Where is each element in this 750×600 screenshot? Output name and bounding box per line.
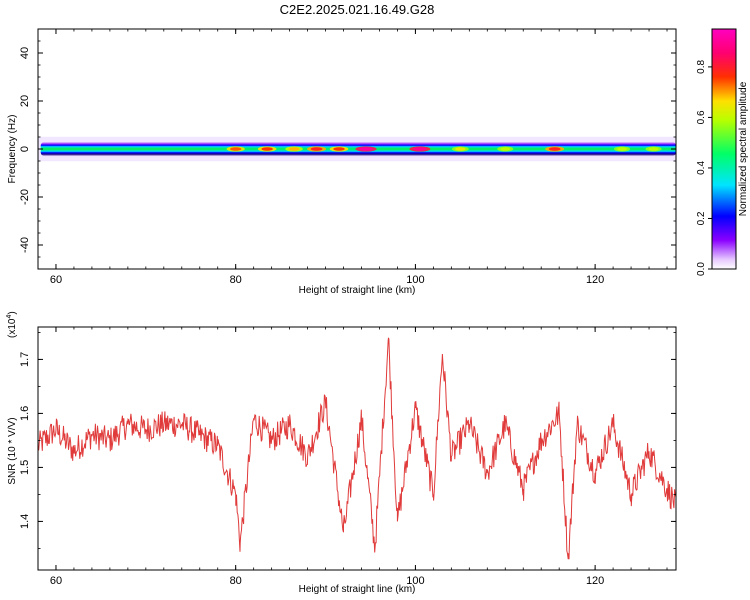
- spectrogram-ytick-label: 40: [19, 47, 31, 59]
- snr-scale-label: (x104): [6, 311, 18, 338]
- colorbar-tick-label: 0.8: [696, 60, 707, 74]
- spectrogram-band: [38, 136, 676, 162]
- spectrogram-hotspot: [648, 147, 659, 151]
- spectrogram-hotspot: [288, 147, 300, 151]
- spectrogram-ytick-label: -40: [19, 237, 31, 253]
- spectrogram-xlabel: Height of straight line (km): [299, 285, 416, 296]
- snr-ytick-label: 1.4: [19, 514, 31, 529]
- spectrogram-xtick-label: 120: [586, 274, 604, 286]
- snr-xtick-label: 120: [586, 575, 604, 587]
- snr-xtick-label: 100: [406, 575, 424, 587]
- spectrogram-ytick-label: -20: [19, 189, 31, 205]
- chart-title: C2E2.2025.021.16.49.G28: [280, 2, 435, 17]
- colorbar-tick-label: 0.4: [696, 161, 707, 175]
- snr-ytick-label: 1.7: [19, 352, 31, 367]
- spectrogram-ytick-label: 0: [19, 146, 31, 152]
- spectrogram-hotspot: [261, 147, 273, 151]
- spectrogram-axes: 60 80 100 120 40 20 0 -20 -40: [19, 28, 676, 286]
- spectrogram-xtick-label: 80: [230, 274, 242, 286]
- colorbar-tick-label: 0.0: [696, 262, 707, 276]
- snr-series-layer: [38, 337, 676, 560]
- snr-ylabel: SNR (10 * V/V): [7, 417, 18, 484]
- spectrogram-ytick-label: 20: [19, 95, 31, 107]
- spectrogram-hotspot: [359, 147, 373, 151]
- spectrogram-panel: 60 80 100 120 40 20 0 -20 -40 Height of straight…: [7, 28, 677, 296]
- spectrogram-hotspot: [310, 147, 323, 151]
- spectrogram-hotspot: [617, 147, 627, 151]
- spectrogram-hotspot: [413, 147, 427, 151]
- spectrogram-hotspot: [333, 147, 345, 151]
- spectrogram-hotspot: [500, 147, 511, 151]
- snr-axes: 60 80 100 120 1.4 1.5 1.6 1.7: [19, 327, 676, 587]
- colorbar-axes: 0.0 0.2 0.4 0.6 0.8: [696, 60, 712, 276]
- snr-frame: [37, 326, 677, 571]
- colorbar-tick-label: 0.6: [696, 110, 707, 124]
- colorbar-label: Normalized spectral amplitude: [738, 81, 749, 216]
- snr-xtick-label: 80: [230, 575, 242, 587]
- colorbar-tick-label: 0.2: [696, 211, 707, 225]
- spectrogram-ylabel: Frequency (Hz): [7, 115, 18, 184]
- snr-panel: 60 80 100 120 1.4 1.5 1.6 1.7 Height of straigh…: [6, 311, 677, 595]
- spectrogram-xtick-label: 60: [50, 274, 62, 286]
- spectrogram-hotspot: [548, 147, 561, 151]
- snr-xtick-label: 60: [50, 575, 62, 587]
- snr-ytick-label: 1.6: [19, 406, 31, 421]
- spectrogram-hotspot: [455, 147, 466, 151]
- snr-ytick-label: 1.5: [19, 460, 31, 475]
- spectrogram-xtick-label: 100: [406, 274, 424, 286]
- colorbar: 0.0 0.2 0.4 0.6 0.8 Normalized spectral ampl…: [696, 28, 749, 276]
- snr-line: [38, 337, 676, 560]
- colorbar-gradient: [711, 28, 737, 270]
- spectrogram-hotspot: [230, 147, 242, 151]
- snr-xlabel: Height of straight line (km): [299, 584, 416, 595]
